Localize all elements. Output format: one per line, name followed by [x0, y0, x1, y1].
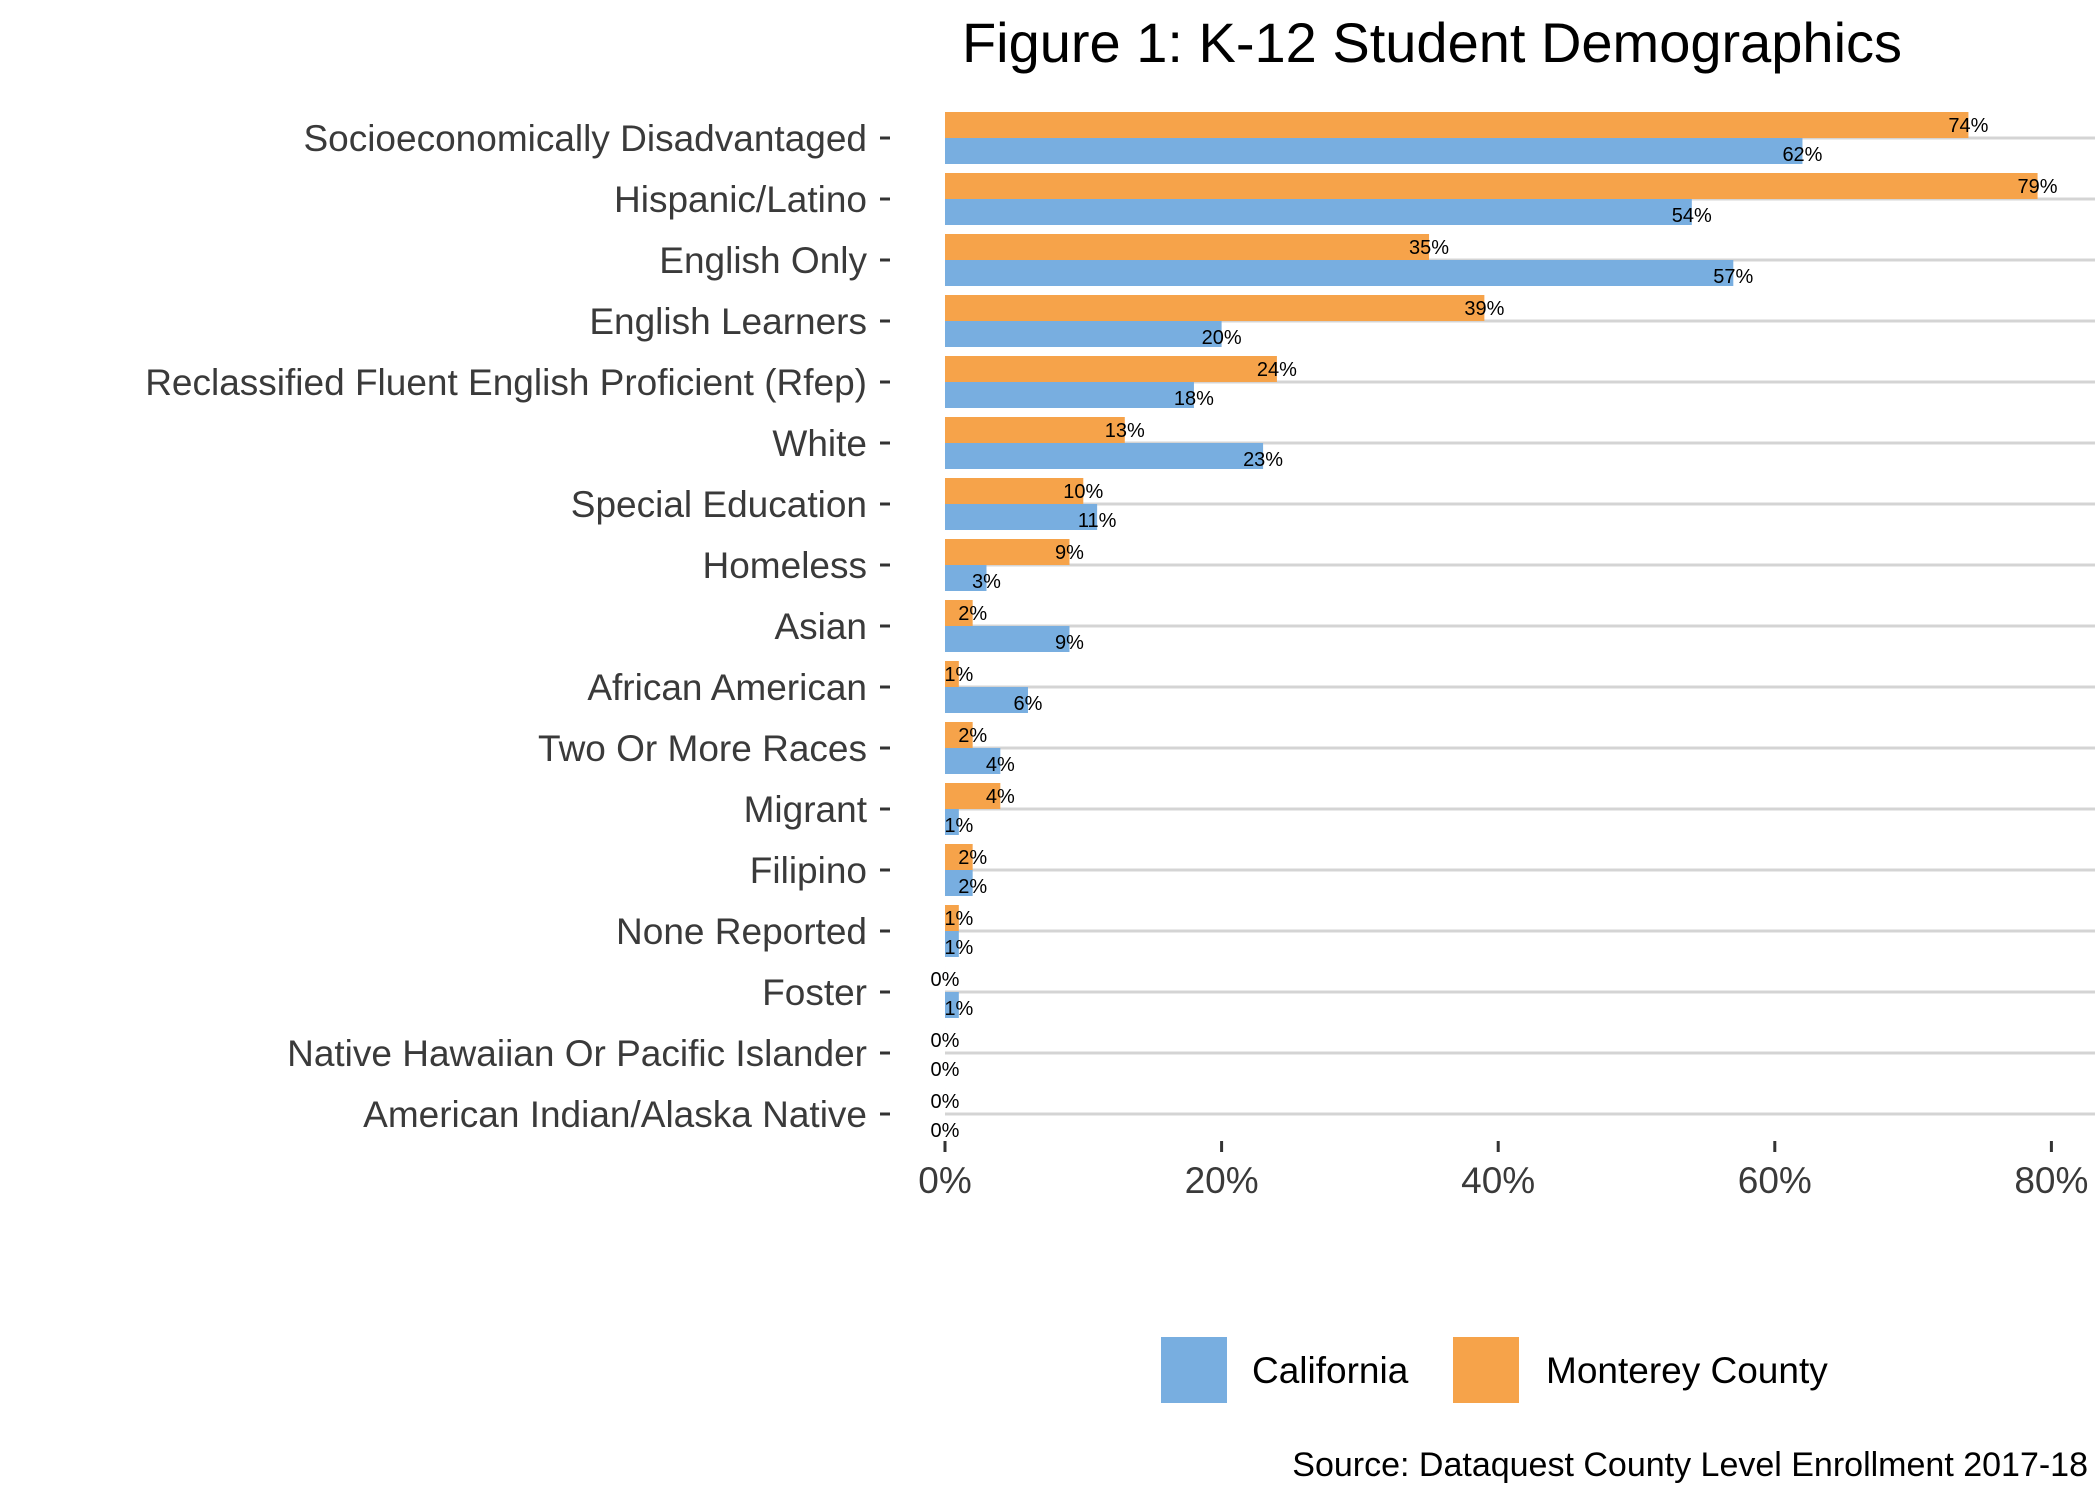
category-label: Two Or More Races	[538, 728, 867, 769]
data-label-monterey-county: 1%	[944, 908, 973, 930]
data-label-monterey-county: 10%	[1063, 481, 1103, 503]
category-label: Asian	[774, 606, 867, 647]
bar-california	[945, 199, 1692, 225]
data-label-california: 0%	[931, 1120, 960, 1142]
data-label-california: 1%	[944, 998, 973, 1020]
data-label-california: 57%	[1713, 266, 1753, 288]
category-label: White	[772, 423, 867, 464]
data-label-monterey-county: 13%	[1105, 420, 1145, 442]
category-label: African American	[587, 667, 867, 708]
bar-california	[945, 443, 1263, 469]
category-label: Migrant	[744, 789, 868, 830]
data-label-california: 1%	[944, 937, 973, 959]
data-label-monterey-county: 0%	[931, 1091, 960, 1113]
legend-swatch	[1453, 1337, 1519, 1403]
data-label-monterey-county: 9%	[1055, 542, 1084, 564]
category-label: Socioeconomically Disadvantaged	[303, 118, 867, 159]
data-label-california: 4%	[986, 754, 1015, 776]
data-label-california: 20%	[1202, 327, 1242, 349]
bar-monterey-county	[945, 539, 1069, 565]
data-label-california: 2%	[958, 876, 987, 898]
bar-california	[945, 626, 1069, 652]
data-label-monterey-county: 2%	[958, 725, 987, 747]
data-label-monterey-county: 0%	[931, 1030, 960, 1052]
bar-california	[945, 260, 1733, 286]
data-label-monterey-county: 79%	[2018, 176, 2058, 198]
x-tick-label: 80%	[2014, 1160, 2088, 1201]
bar-california	[945, 504, 1097, 530]
bar-monterey-county	[945, 112, 1968, 138]
data-label-california: 54%	[1672, 205, 1712, 227]
data-label-california: 0%	[931, 1059, 960, 1081]
data-label-california: 18%	[1174, 388, 1214, 410]
category-label: Special Education	[571, 484, 867, 525]
category-label: Hispanic/Latino	[614, 179, 867, 220]
bar-monterey-county	[945, 173, 2038, 199]
category-label: Filipino	[750, 850, 867, 891]
data-label-california: 3%	[972, 571, 1001, 593]
data-label-monterey-county: 0%	[931, 969, 960, 991]
category-label: American Indian/Alaska Native	[363, 1094, 867, 1135]
x-tick-label: 20%	[1185, 1160, 1259, 1201]
data-label-california: 6%	[1014, 693, 1043, 715]
category-label: English Only	[659, 240, 867, 281]
bar-california	[945, 382, 1194, 408]
bar-monterey-county	[945, 234, 1429, 260]
data-label-california: 62%	[1782, 144, 1822, 166]
data-label-monterey-county: 24%	[1257, 359, 1297, 381]
chart-title: Figure 1: K-12 Student Demographics	[962, 11, 1902, 74]
category-label: None Reported	[616, 911, 867, 952]
bar-california	[945, 138, 1802, 164]
data-label-monterey-county: 2%	[958, 847, 987, 869]
data-label-monterey-county: 4%	[986, 786, 1015, 808]
legend-label: Monterey County	[1546, 1350, 1828, 1391]
data-label-california: 11%	[1078, 510, 1117, 532]
data-label-monterey-county: 74%	[1948, 115, 1988, 137]
category-label: Native Hawaiian Or Pacific Islander	[287, 1033, 867, 1074]
bar-monterey-county	[945, 356, 1277, 382]
category-label: English Learners	[589, 301, 867, 342]
data-label-california: 1%	[944, 815, 973, 837]
legend-label: California	[1252, 1350, 1409, 1391]
category-label: Reclassified Fluent English Proficient (…	[145, 362, 867, 403]
legend: California Monterey County	[1161, 1337, 1828, 1403]
bar-california	[945, 321, 1222, 347]
bar-monterey-county	[945, 295, 1484, 321]
data-label-monterey-county: 2%	[958, 603, 987, 625]
data-label-monterey-county: 35%	[1409, 237, 1449, 259]
category-labels: Socioeconomically Disadvantaged Hispanic/…	[145, 118, 890, 1135]
x-tick-label: 0%	[918, 1160, 971, 1201]
category-label: Foster	[762, 972, 867, 1013]
data-label-california: 9%	[1055, 632, 1084, 654]
x-tick-label: 40%	[1461, 1160, 1535, 1201]
category-label: Homeless	[703, 545, 868, 586]
x-tick-label: 60%	[1738, 1160, 1812, 1201]
data-label-monterey-county: 1%	[944, 664, 973, 686]
x-axis: 0% 20% 40% 60% 80%	[918, 1141, 2088, 1201]
data-label-monterey-county: 39%	[1464, 298, 1504, 320]
data-label-california: 23%	[1243, 449, 1283, 471]
bar-monterey-county	[945, 417, 1125, 443]
legend-swatch	[1161, 1337, 1227, 1403]
chart-caption: Source: Dataquest County Level Enrollmen…	[1292, 1446, 2088, 1484]
